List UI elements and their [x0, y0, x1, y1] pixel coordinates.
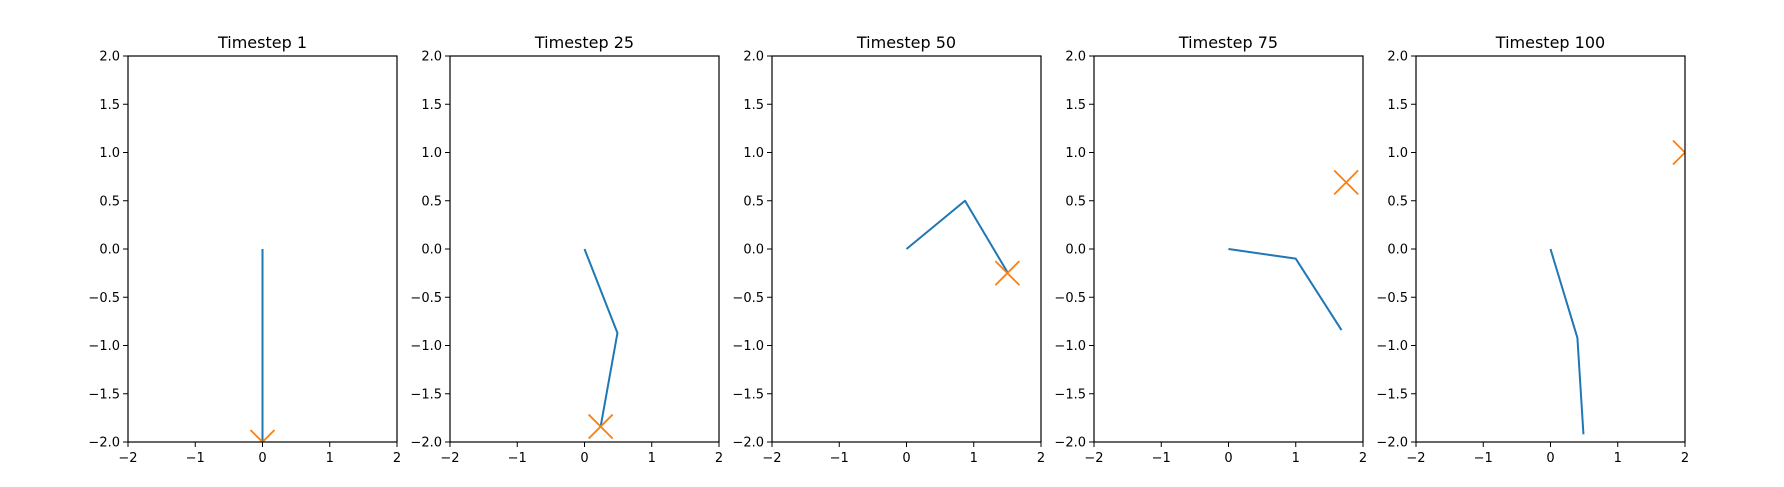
x-tick-label: −1 — [1152, 451, 1171, 466]
subplot-title: Timestep 50 — [856, 33, 956, 52]
y-tick-label: −1.5 — [1376, 387, 1408, 402]
target-marker — [1672, 139, 1685, 166]
y-tick-label: 2.0 — [421, 50, 442, 65]
plot-area — [1549, 139, 1685, 435]
y-tick-label: −2.0 — [410, 436, 442, 451]
x-tick-label: 0 — [902, 451, 910, 466]
subplot-title: Timestep 100 — [1495, 33, 1605, 52]
target-marker — [588, 413, 614, 440]
subplot-title: Timestep 75 — [1178, 33, 1278, 52]
y-tick-label: −1.0 — [732, 339, 764, 354]
y-tick-label: 0.5 — [421, 194, 442, 209]
y-tick-label: 2.0 — [743, 50, 764, 65]
subplot-3: −2 −1 0 1 2 −2.0 −1.5 −1.0 −0.5 0.0 0.5 1.0 1.5 2.0 Ti… — [732, 33, 1045, 466]
subplot-2: −2 −1 0 1 2 −2.0 −1.5 −1.0 −0.5 0.0 0.5 1.0 1.5 2.0 Ti… — [410, 33, 723, 466]
y-tick-label: −2.0 — [732, 436, 764, 451]
plot-area — [249, 249, 276, 442]
arm-line — [1549, 248, 1585, 435]
y-tick-label: 1.5 — [743, 98, 764, 113]
subplot-title: Timestep 1 — [217, 33, 307, 52]
y-tick-label: 0.0 — [1387, 243, 1408, 258]
y-tick-label: 0.5 — [743, 194, 764, 209]
x-tick-label: 2 — [1037, 451, 1045, 466]
x-tick-label: −1 — [1474, 451, 1493, 466]
y-tick-label: 0.0 — [421, 243, 442, 258]
y-tick-label: −0.5 — [410, 291, 442, 306]
y-tick-label: 1.5 — [99, 98, 120, 113]
y-tick-label: 0.0 — [99, 243, 120, 258]
y-tick-label: 1.0 — [1065, 146, 1086, 161]
y-tick-label: 1.0 — [743, 146, 764, 161]
subplot-5: −2 −1 0 1 2 −2.0 −1.5 −1.0 −0.5 0.0 0.5 1.0 1.5 2.0 Ti… — [1376, 33, 1689, 466]
arm-line — [583, 248, 619, 427]
y-tick-label: −1.5 — [410, 387, 442, 402]
y-tick-label: 0.5 — [99, 194, 120, 209]
y-tick-label: 1.0 — [421, 146, 442, 161]
y-tick-label: 0.5 — [1065, 194, 1086, 209]
y-tick-label: 2.0 — [99, 50, 120, 65]
y-tick-label: −0.5 — [1376, 291, 1408, 306]
y-tick-label: 1.5 — [1065, 98, 1086, 113]
x-tick-label: 1 — [648, 451, 656, 466]
x-tick-label: 2 — [393, 451, 401, 466]
y-tick-label: −1.0 — [1054, 339, 1086, 354]
y-tick-label: −0.5 — [88, 291, 120, 306]
y-tick-label: −1.5 — [732, 387, 764, 402]
target-marker — [249, 429, 276, 442]
x-tick-label: 2 — [1681, 451, 1689, 466]
arm-line — [905, 199, 1009, 273]
x-tick-label: −2 — [1406, 451, 1425, 466]
y-tick-label: 2.0 — [1387, 50, 1408, 65]
x-tick-label: −2 — [440, 451, 459, 466]
y-tick-label: 1.5 — [1387, 98, 1408, 113]
y-tick-label: 1.5 — [421, 98, 442, 113]
arm-line — [1228, 248, 1343, 331]
plot-area — [905, 199, 1021, 286]
x-tick-label: 1 — [326, 451, 334, 466]
y-tick-label: −1.5 — [1054, 387, 1086, 402]
x-tick-label: −2 — [118, 451, 137, 466]
x-tick-label: −2 — [762, 451, 781, 466]
y-tick-label: 1.0 — [1387, 146, 1408, 161]
subplot-4: −2 −1 0 1 2 −2.0 −1.5 −1.0 −0.5 0.0 0.5 1.0 1.5 2.0 Ti… — [1054, 33, 1367, 466]
y-tick-label: −0.5 — [1054, 291, 1086, 306]
y-tick-label: 2.0 — [1065, 50, 1086, 65]
y-tick-label: −1.0 — [88, 339, 120, 354]
x-tick-label: 0 — [1546, 451, 1554, 466]
y-tick-label: −2.0 — [1054, 436, 1086, 451]
y-tick-label: −0.5 — [732, 291, 764, 306]
y-tick-label: 0.0 — [743, 243, 764, 258]
x-tick-label: −1 — [186, 451, 205, 466]
x-tick-label: 2 — [715, 451, 723, 466]
y-tick-label: −2.0 — [88, 436, 120, 451]
target-marker — [994, 260, 1021, 286]
plot-area — [1228, 169, 1359, 331]
x-tick-label: −1 — [508, 451, 527, 466]
x-tick-label: 0 — [580, 451, 588, 466]
x-tick-label: 0 — [1224, 451, 1232, 466]
y-tick-label: 1.0 — [99, 146, 120, 161]
y-tick-label: 0.5 — [1387, 194, 1408, 209]
x-tick-label: 2 — [1359, 451, 1367, 466]
y-tick-label: −1.0 — [1376, 339, 1408, 354]
x-tick-label: 1 — [970, 451, 978, 466]
plot-area — [583, 248, 619, 440]
target-marker — [1333, 169, 1359, 196]
x-tick-label: 1 — [1614, 451, 1622, 466]
x-tick-label: −2 — [1084, 451, 1103, 466]
y-tick-label: −2.0 — [1376, 436, 1408, 451]
x-tick-label: −1 — [830, 451, 849, 466]
subplot-1: −2 −1 0 1 2 −2.0 −1.5 −1.0 −0.5 0.0 0.5 1.0 1.5 2.0 Ti… — [88, 33, 401, 466]
x-tick-label: 0 — [258, 451, 266, 466]
y-tick-label: −1.5 — [88, 387, 120, 402]
y-tick-label: 0.0 — [1065, 243, 1086, 258]
subplot-title: Timestep 25 — [534, 33, 634, 52]
x-tick-label: 1 — [1292, 451, 1300, 466]
y-tick-label: −1.0 — [410, 339, 442, 354]
